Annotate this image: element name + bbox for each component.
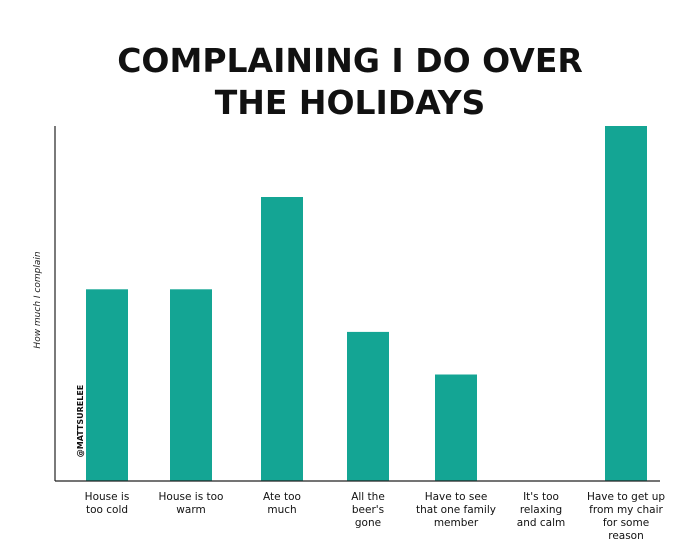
x-tick-label-6: It's too relaxing and calm: [516, 491, 566, 529]
x-tick-label-7: Have to get up from my chair for some re…: [586, 491, 666, 542]
chart-title-line-2: THE HOLIDAYS: [214, 83, 486, 122]
bar-5: [435, 374, 477, 481]
x-tick-label-2: House is too warm: [158, 491, 224, 516]
bar-4: [347, 331, 389, 481]
bar-7: [605, 126, 647, 481]
chart-title-line-1: COMPLAINING I DO OVER: [117, 41, 583, 80]
bars: [86, 126, 647, 481]
x-tick-label-4: All the beer's gone: [351, 491, 385, 529]
x-tick-label-1: House is too cold: [84, 491, 130, 516]
bar-2: [170, 289, 212, 481]
bar-1: [86, 289, 128, 481]
bar-3: [261, 197, 303, 481]
x-tick-label-5: Have to see that one family member: [416, 491, 496, 529]
watermark-text: @MATTSURELEE: [76, 385, 85, 458]
x-tick-label-3: Ate too much: [263, 491, 301, 516]
y-axis-label: How much I complain: [33, 251, 43, 348]
chart-title: COMPLAINING I DO OVER THE HOLIDAYS: [0, 40, 700, 124]
